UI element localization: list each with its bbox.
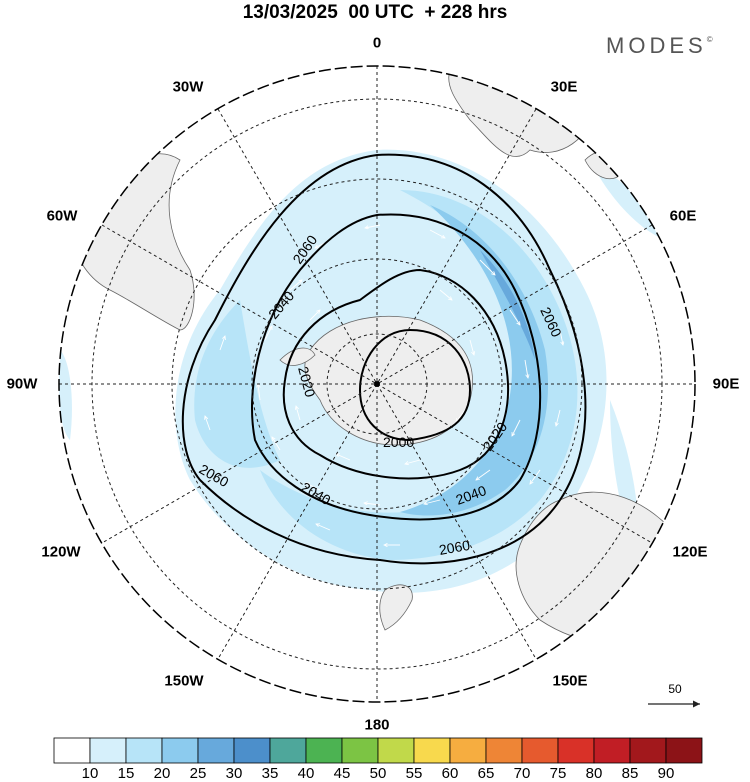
colorbar-tick-label: 80 xyxy=(585,765,603,782)
lon-label: 30E xyxy=(550,78,578,96)
colorbar-tick-label: 45 xyxy=(333,765,351,782)
colorbar-swatch xyxy=(485,737,523,764)
colorbar-swatch xyxy=(125,737,163,764)
lon-label: 60W xyxy=(46,207,78,225)
colorbar-tick-label: 50 xyxy=(369,765,387,782)
colorbar-tick-label: 70 xyxy=(513,765,531,782)
colorbar-tick-label: 35 xyxy=(261,765,279,782)
lon-label: 120W xyxy=(41,543,81,561)
colorbar-tick-label: 75 xyxy=(549,765,567,782)
colorbar-tick-label: 90 xyxy=(657,765,675,782)
reference-vector-label: 50 xyxy=(668,682,682,696)
lon-label: 150W xyxy=(164,672,204,690)
colorbar-swatch xyxy=(521,737,559,764)
lon-label: 90W xyxy=(6,375,38,393)
brand-logo: MODES© xyxy=(606,33,713,59)
colorbar-swatch xyxy=(377,737,415,764)
contour-2000 xyxy=(358,328,472,442)
colorbar-swatch xyxy=(269,737,307,764)
colorbar-tick-label: 85 xyxy=(621,765,639,782)
contour-2060 xyxy=(181,153,587,565)
colorbar-tick-label: 20 xyxy=(153,765,171,782)
brand-copyright: © xyxy=(706,35,713,44)
colorbar-swatch xyxy=(161,737,199,764)
colorbar-swatch xyxy=(629,737,667,764)
contour-label: 2020 xyxy=(295,365,319,399)
colorbar-swatch xyxy=(233,737,271,764)
australia-land xyxy=(515,491,683,645)
graticule xyxy=(59,66,695,702)
colorbar-tick-label: 15 xyxy=(117,765,135,782)
colorbar-tick-label: 60 xyxy=(441,765,459,782)
lon-label: 150E xyxy=(552,672,588,690)
lon-label: 0 xyxy=(372,34,382,52)
contour-2040 xyxy=(251,213,542,521)
contour-label: 2000 xyxy=(383,434,414,450)
map-disc: 2060 2040 2020 2000 2020 2040 2060 2060 … xyxy=(59,66,695,702)
colorbar-swatch xyxy=(557,737,595,764)
colorbar-swatch xyxy=(413,737,451,764)
colorbar-tick-label: 40 xyxy=(297,765,315,782)
wind-vectors xyxy=(205,224,563,545)
colorbar-tick-label: 10 xyxy=(81,765,99,782)
lon-label: 30W xyxy=(172,78,204,96)
madagascar-land xyxy=(584,150,626,180)
lon-label: 180 xyxy=(364,716,390,734)
colorbar-swatch xyxy=(593,737,631,764)
lon-label: 90E xyxy=(712,375,740,393)
colorbar-swatch xyxy=(89,737,127,764)
contour-2020 xyxy=(282,268,509,480)
colorbar-tick-label: 55 xyxy=(405,765,423,782)
new-zealand-land xyxy=(379,584,413,631)
contour-label: 2060 xyxy=(438,537,472,558)
lon-label: 120E xyxy=(672,543,708,561)
colorbar-tick-label: 65 xyxy=(477,765,495,782)
map-title: 13/03/2025 00 UTC + 228 hrs xyxy=(242,2,508,23)
brand-name: MODES xyxy=(606,33,707,58)
colorbar-swatch xyxy=(665,737,703,764)
colorbar-swatch xyxy=(305,737,343,764)
lon-label: 60E xyxy=(669,207,697,225)
land-masses xyxy=(69,66,683,645)
colorbar-swatch xyxy=(449,737,487,764)
south-pole-marker xyxy=(374,381,380,387)
colorbar-swatch xyxy=(341,737,379,764)
colorbar xyxy=(53,737,703,764)
colorbar-tick-label: 25 xyxy=(189,765,207,782)
colorbar-tick-label: 30 xyxy=(225,765,243,782)
colorbar-swatch xyxy=(53,737,91,764)
height-contours xyxy=(181,153,587,565)
map-boundary xyxy=(58,65,696,703)
colorbar-swatch xyxy=(197,737,235,764)
